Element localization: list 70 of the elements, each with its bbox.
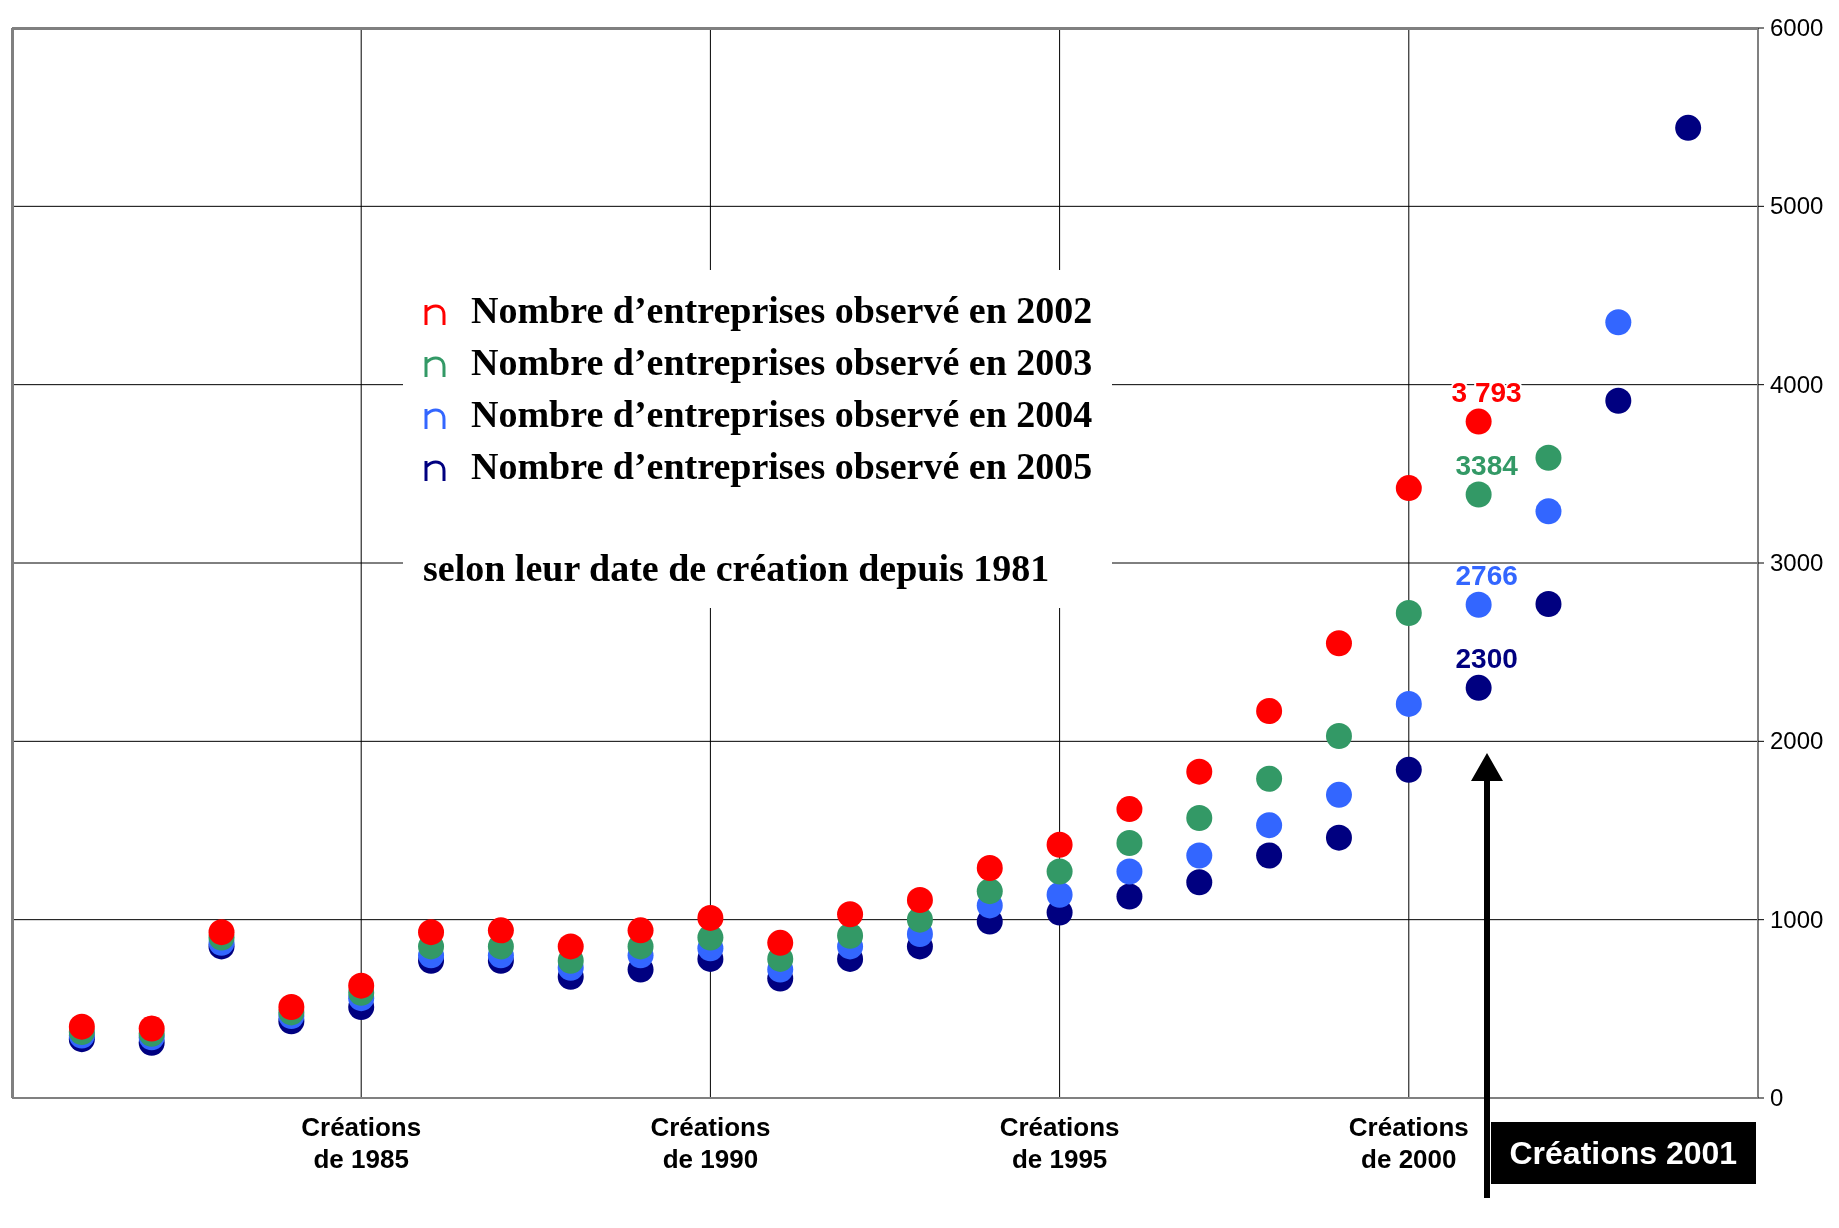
x-tick-label: Créations de 1985 bbox=[301, 1112, 422, 1174]
y-tick-label: 5000 bbox=[1770, 192, 1824, 220]
point bbox=[1256, 812, 1283, 839]
point bbox=[208, 919, 235, 946]
point bbox=[906, 887, 933, 914]
legend-label: Nombre d’entreprises observé en 2005 bbox=[471, 444, 1093, 489]
y-tick-label: 6000 bbox=[1770, 14, 1824, 41]
point bbox=[1116, 883, 1143, 910]
point bbox=[278, 994, 305, 1021]
x-tick-label: Créations de 1995 bbox=[999, 1112, 1120, 1174]
point bbox=[1465, 481, 1492, 508]
point bbox=[1605, 309, 1632, 336]
point bbox=[557, 933, 584, 960]
point bbox=[837, 922, 864, 949]
point bbox=[1395, 690, 1422, 717]
point bbox=[1465, 674, 1492, 701]
point bbox=[1465, 591, 1492, 618]
point bbox=[767, 929, 794, 956]
point bbox=[1256, 698, 1283, 725]
point bbox=[1186, 842, 1213, 869]
point bbox=[1256, 765, 1283, 792]
legend-label: Nombre d’entreprises observé en 2004 bbox=[471, 392, 1093, 437]
y-tick-label: 1000 bbox=[1770, 905, 1824, 933]
data-label: 3384 bbox=[1455, 449, 1519, 481]
text: Créations 2001 bbox=[1490, 1122, 1756, 1184]
point bbox=[1046, 881, 1073, 908]
x-tick-label: Créations de 1990 bbox=[650, 1112, 771, 1174]
data-label: 2300 bbox=[1455, 642, 1518, 674]
point bbox=[1535, 444, 1562, 471]
y-tick-label: 3000 bbox=[1770, 549, 1824, 576]
point bbox=[1395, 599, 1422, 626]
y-tick-label: 0 bbox=[1770, 1084, 1784, 1111]
point bbox=[348, 972, 375, 999]
point bbox=[1256, 842, 1283, 869]
point bbox=[1395, 756, 1422, 783]
point bbox=[487, 917, 514, 944]
point bbox=[68, 1013, 95, 1040]
point bbox=[976, 854, 1003, 881]
legend-label: Nombre d’entreprises observé en 2002 bbox=[471, 288, 1093, 333]
point bbox=[1325, 781, 1352, 808]
point bbox=[1116, 796, 1143, 823]
point bbox=[138, 1015, 165, 1042]
point bbox=[1186, 869, 1213, 896]
point bbox=[1325, 630, 1352, 657]
point bbox=[1046, 831, 1073, 858]
point bbox=[1675, 114, 1702, 141]
point bbox=[418, 919, 445, 946]
point bbox=[1605, 387, 1632, 414]
point bbox=[1046, 858, 1073, 885]
point bbox=[837, 901, 864, 928]
point bbox=[1395, 475, 1422, 502]
point bbox=[1325, 722, 1352, 749]
point bbox=[1186, 805, 1213, 832]
legend-label: Nombre d’entreprises observé en 2003 bbox=[471, 340, 1093, 385]
point bbox=[627, 917, 654, 944]
point bbox=[1116, 858, 1143, 885]
y-tick-label: 4000 bbox=[1770, 370, 1824, 398]
point bbox=[1465, 408, 1492, 435]
point bbox=[976, 878, 1003, 905]
point bbox=[697, 904, 724, 931]
x-tick-label: Créations de 2000 bbox=[1348, 1112, 1469, 1174]
point bbox=[1535, 591, 1562, 618]
point bbox=[1186, 758, 1213, 785]
point bbox=[1116, 829, 1143, 856]
point bbox=[1535, 498, 1562, 525]
data-label: 3 793 bbox=[1451, 376, 1522, 408]
point bbox=[1325, 824, 1352, 851]
text: selon leur date de création depuis 1981 bbox=[423, 546, 1051, 591]
y-tick-label: 2000 bbox=[1770, 727, 1824, 755]
data-label: 2766 bbox=[1455, 559, 1518, 591]
